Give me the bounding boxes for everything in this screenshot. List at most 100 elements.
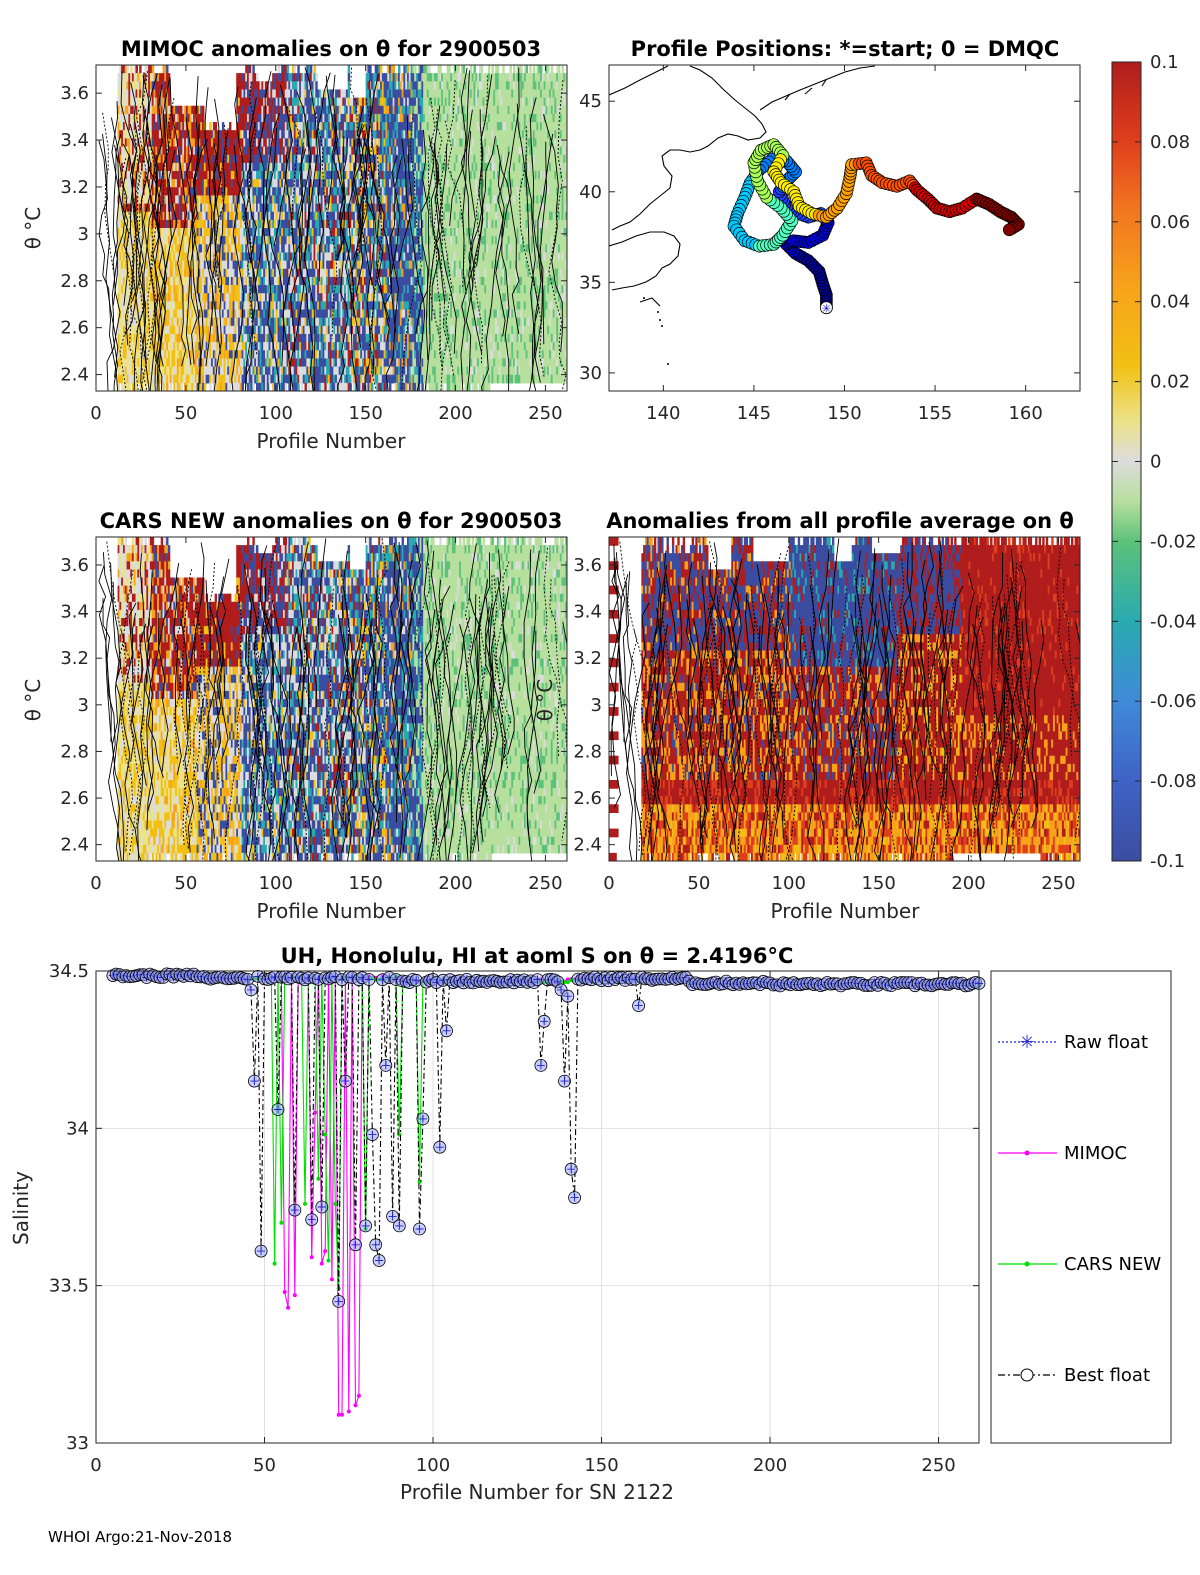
heat-cell	[356, 187, 360, 196]
heat-cell	[327, 162, 331, 172]
heat-cell	[329, 154, 333, 164]
heat-cell	[335, 146, 338, 156]
heat-cell	[351, 293, 354, 302]
heat-cell	[264, 268, 268, 278]
heat-cell	[309, 276, 313, 286]
heat-cell	[236, 195, 239, 205]
heat-cell	[128, 350, 131, 359]
heat-cell	[277, 285, 280, 294]
heat-cell	[198, 358, 201, 368]
heat-cell	[356, 350, 360, 359]
heat-cell	[293, 122, 297, 131]
heat-cell	[121, 154, 124, 164]
heat-cell	[252, 317, 255, 327]
heat-cell	[333, 154, 336, 164]
heat-cell	[121, 219, 124, 229]
heat-cell	[230, 179, 234, 188]
heat-cell	[196, 301, 200, 311]
heat-cell	[175, 162, 178, 172]
heat-cell	[209, 276, 212, 286]
heat-cell	[122, 170, 126, 180]
heat-cell	[286, 350, 289, 359]
heat-cell	[273, 333, 277, 343]
heat-cell	[182, 236, 185, 245]
heat-cell	[320, 179, 324, 188]
heat-cell	[232, 219, 236, 229]
heat-cell	[227, 170, 230, 180]
heat-cell	[214, 366, 218, 376]
heat-cell	[133, 81, 137, 91]
heat-cell	[335, 113, 338, 123]
heat-cell	[250, 374, 253, 384]
heat-cell	[121, 309, 124, 319]
heat-cell	[202, 203, 205, 213]
heat-cell	[345, 179, 349, 188]
heat-cell	[230, 350, 234, 359]
heat-cell	[239, 162, 243, 172]
heat-cell	[122, 195, 126, 205]
heat-cell	[173, 130, 176, 139]
heat-cell	[117, 203, 120, 213]
heat-cell	[288, 374, 291, 384]
heat-cell	[300, 358, 304, 368]
heat-cell	[315, 268, 318, 278]
heat-cell	[178, 170, 182, 180]
heat-cell	[252, 170, 255, 180]
heat-cell	[142, 97, 146, 107]
heat-cell	[284, 374, 288, 384]
heat-cell	[282, 146, 286, 156]
heat-cell	[130, 333, 133, 343]
heat-cell	[331, 105, 334, 115]
heat-cell	[245, 113, 248, 123]
heat-cell	[347, 228, 351, 237]
heat-cell	[295, 219, 298, 229]
heat-cell	[238, 252, 241, 262]
heat-cell	[315, 252, 318, 262]
heat-cell	[187, 113, 191, 123]
heat-cell	[176, 309, 180, 319]
heat-cell	[175, 146, 178, 156]
heat-cell	[193, 113, 196, 123]
heat-cell	[203, 293, 207, 302]
heat-cell	[187, 122, 191, 131]
heat-cell	[299, 236, 302, 245]
heat-cell	[329, 382, 333, 391]
heat-cell	[329, 89, 333, 99]
heat-cell	[185, 293, 189, 302]
heat-cell	[277, 244, 280, 254]
heat-cell	[254, 203, 257, 213]
heat-cell	[218, 130, 221, 139]
heat-cell	[121, 276, 124, 286]
heat-cell	[140, 89, 144, 99]
heat-cell	[291, 122, 295, 131]
heat-cell	[171, 211, 174, 221]
heat-cell	[304, 228, 307, 237]
heat-cell	[216, 138, 219, 148]
heat-cell	[137, 374, 140, 384]
heat-cell	[184, 146, 187, 156]
heat-cell	[266, 105, 270, 115]
heat-cell	[176, 105, 180, 115]
heat-cell	[126, 105, 129, 115]
heat-cell	[281, 179, 284, 188]
heat-cell	[313, 105, 316, 115]
heat-cell	[266, 366, 270, 376]
heat-cell	[180, 228, 183, 237]
heat-cell	[128, 138, 131, 148]
heat-cell	[205, 276, 209, 286]
heat-cell	[279, 138, 282, 148]
heat-cell	[257, 252, 261, 262]
heat-cell	[268, 260, 271, 270]
heat-cell	[232, 374, 236, 384]
heat-cell	[306, 317, 309, 327]
heat-cell	[191, 293, 194, 302]
heat-cell	[353, 219, 356, 229]
heat-cell	[344, 244, 347, 254]
heat-cell	[322, 187, 325, 196]
heat-cell	[304, 317, 307, 327]
heat-cell	[149, 130, 153, 139]
heat-cell	[122, 333, 126, 343]
heat-cell	[288, 342, 291, 351]
heat-cell	[243, 89, 246, 99]
heat-cell	[268, 342, 271, 351]
